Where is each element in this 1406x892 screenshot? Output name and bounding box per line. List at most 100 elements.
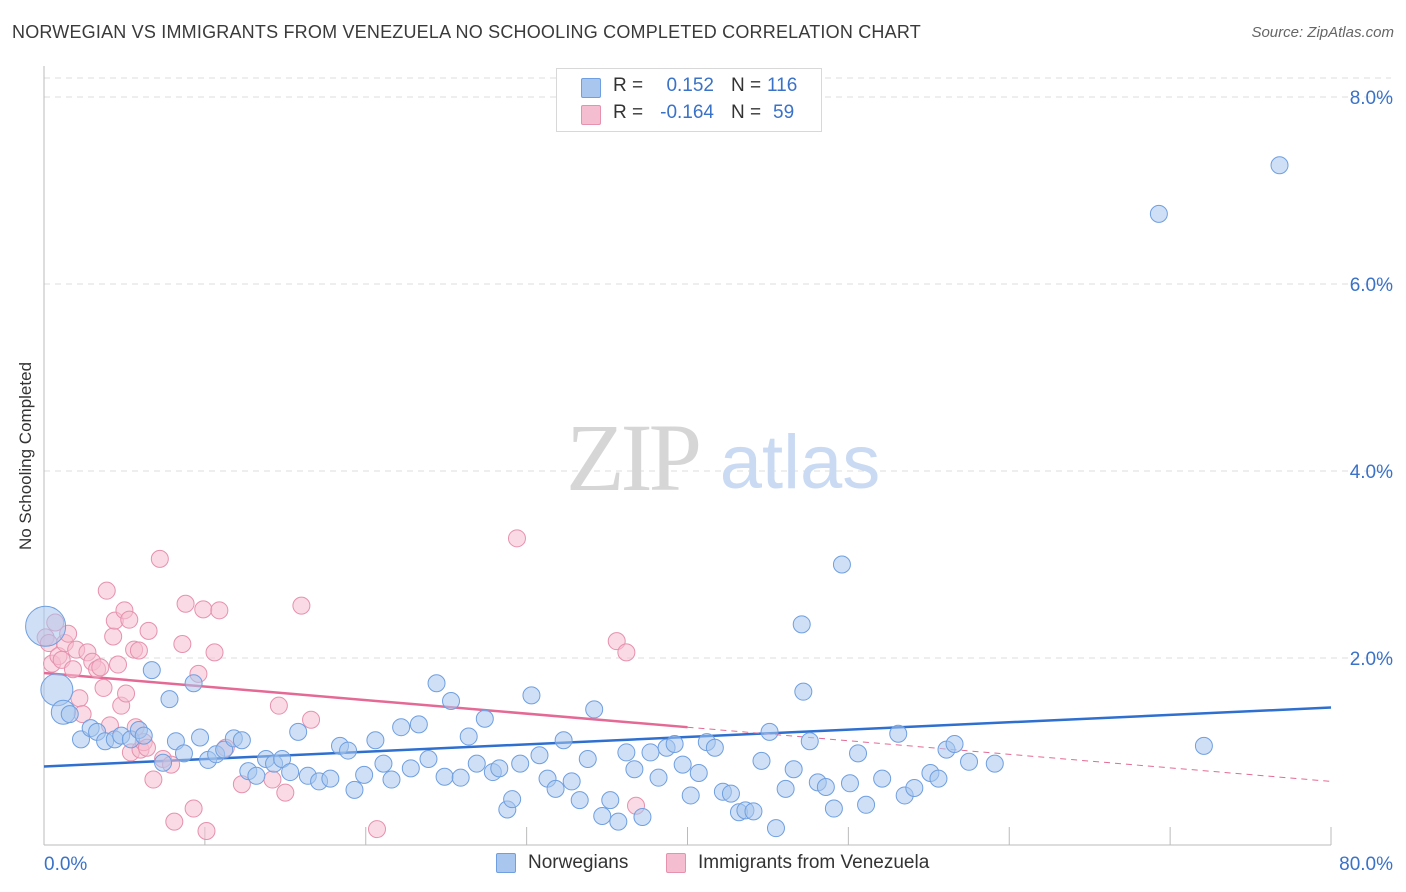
watermark-atlas: atlas [720, 420, 881, 505]
venezuela-point [97, 581, 116, 600]
venezuela-point [302, 710, 321, 729]
venezuela-point [205, 643, 224, 662]
norwegian-point [1149, 204, 1168, 223]
norwegian-point [1194, 736, 1213, 755]
watermark: ZIP atlas [566, 404, 880, 511]
legend-r-label: R = [613, 75, 644, 96]
y-tick-label: 4.0% [1350, 462, 1393, 483]
norwegian-point [792, 615, 811, 634]
norwegian-point [609, 812, 628, 831]
legend-r-value: -0.164 [660, 102, 714, 123]
norwegian-point [154, 753, 173, 772]
norwegian-points [25, 156, 1289, 838]
venezuela-point [109, 655, 128, 674]
venezuela-point [507, 529, 526, 548]
tick-labels: 2.0% 4.0% 6.0% 8.0% 0.0% 80.0% [44, 88, 1393, 875]
norwegian-point [681, 786, 700, 805]
norwegian-point [475, 709, 494, 728]
legend-n-label: N = [731, 102, 762, 123]
norwegian-point [649, 768, 668, 787]
norwegian-point [705, 738, 724, 757]
norwegian-point [929, 769, 948, 788]
norwegian-point [960, 752, 979, 771]
norwegian-point [366, 731, 385, 750]
venezuela-point [104, 627, 123, 646]
norwegian-point [784, 760, 803, 779]
norwegian-point [247, 766, 266, 785]
norwegian-point [800, 732, 819, 751]
y-tick-label: 6.0% [1350, 275, 1393, 296]
venezuela-point [269, 696, 288, 715]
norwegian-point [142, 661, 161, 680]
bottom-legend-swatch-venezuela [666, 853, 686, 873]
norwegian-point [673, 755, 692, 774]
y-tick-label: 2.0% [1350, 649, 1393, 670]
norwegian-point [490, 759, 509, 778]
norwegian-point [374, 754, 393, 773]
venezuela-point [368, 820, 387, 839]
norwegian-point [840, 774, 859, 793]
norwegian-point [945, 735, 964, 754]
norwegian-point [617, 743, 636, 762]
norwegian-point [160, 690, 179, 709]
legend-row-venezuela: R = -0.164 N = 59 [557, 100, 821, 128]
norwegian-point [459, 727, 478, 746]
norwegian-point [503, 790, 522, 809]
venezuela-point [276, 783, 295, 802]
venezuela-point [197, 821, 216, 840]
norwegian-point [633, 807, 652, 826]
norwegian-point [289, 722, 308, 741]
venezuela-point [129, 641, 148, 660]
norwegian-point [174, 744, 193, 763]
legend-swatch-norwegians [581, 78, 601, 98]
norwegian-point [273, 749, 292, 768]
norwegian-point [321, 769, 340, 788]
norwegian-point [134, 726, 153, 745]
bottom-legend-label: Immigrants from Venezuela [698, 852, 930, 873]
norwegian-point [744, 802, 763, 821]
legend-n-label: N = [731, 75, 762, 96]
x-tick-label: 80.0% [1339, 854, 1393, 875]
norwegian-point [1270, 156, 1289, 175]
norwegian-point [554, 731, 573, 750]
legend-n-value: 59 [773, 102, 795, 123]
venezuela-point [117, 684, 136, 703]
venezuela-point [292, 596, 311, 615]
norwegian-point [435, 767, 454, 786]
chart-title: NORWEGIAN VS IMMIGRANTS FROM VENEZUELA N… [12, 22, 921, 42]
norwegian-point [382, 770, 401, 789]
legend-swatch-venezuela [581, 105, 601, 125]
norwegian-point [530, 746, 549, 765]
venezuela-point [150, 549, 169, 568]
norwegian-point [689, 764, 708, 783]
norwegian-point [451, 768, 470, 787]
source-label: Source: ZipAtlas.com [1251, 24, 1394, 41]
norwegian-point [409, 715, 428, 734]
norwegian-point [985, 754, 1004, 773]
norwegian-point [562, 772, 581, 791]
venezuela-point [139, 621, 158, 640]
y-tick-label: 8.0% [1350, 88, 1393, 109]
norwegian-point [873, 769, 892, 788]
norwegian-point [889, 724, 908, 743]
venezuela-point [120, 610, 139, 629]
norwegian-point [857, 795, 876, 814]
norwegian-point [776, 779, 795, 798]
norwegian-point [467, 754, 486, 773]
legend-row-norwegians: R = 0.152 N = 116 [557, 73, 821, 101]
venezuela-point [176, 594, 195, 613]
norwegian-point [601, 791, 620, 810]
norwegian-point [401, 759, 420, 778]
legend-n-value: 116 [767, 75, 798, 96]
norwegian-point [849, 744, 868, 763]
norwegian-point [25, 605, 67, 647]
norwegian-point [392, 718, 411, 737]
norwegian-point [522, 686, 541, 705]
venezuela-point [210, 601, 229, 620]
legend-r-value: 0.152 [666, 75, 714, 96]
norwegian-point [752, 751, 771, 770]
venezuela-point [617, 643, 636, 662]
norwegian-point [232, 731, 251, 750]
grid-lines [44, 77, 1391, 659]
